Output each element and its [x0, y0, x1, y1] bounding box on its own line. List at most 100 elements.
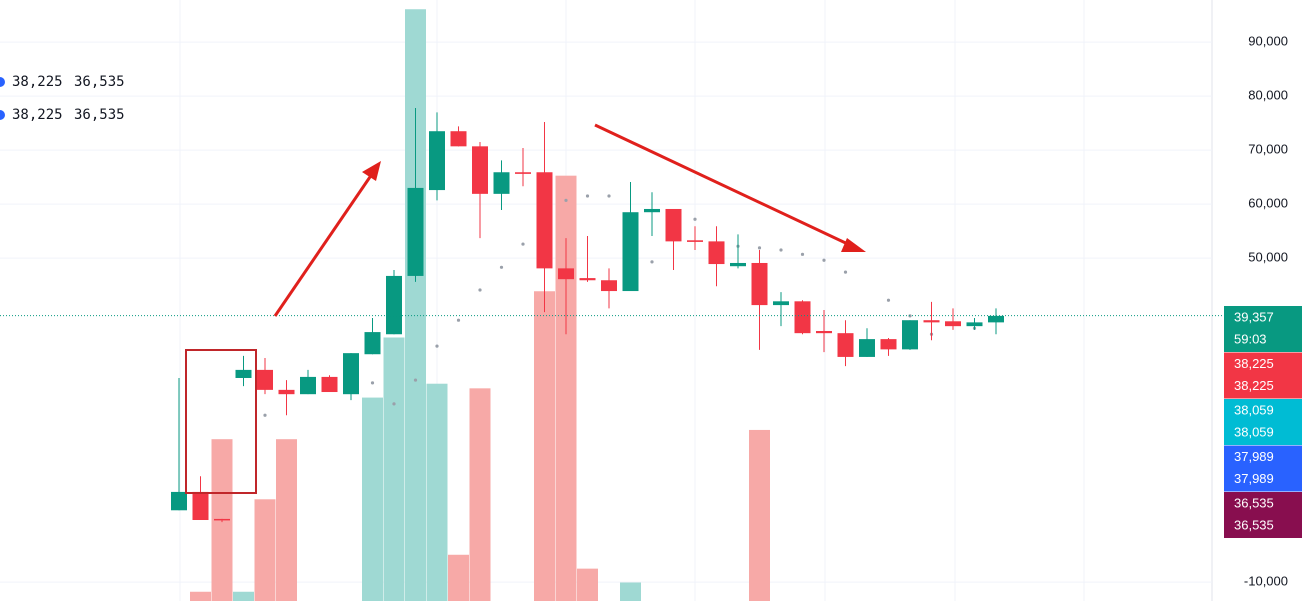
legend-value: 36,535 — [74, 107, 125, 123]
price-tag — [1224, 445, 1302, 492]
price-tag-label: 59:03 — [1234, 331, 1267, 346]
sar-dot — [843, 270, 848, 274]
sar-dot — [607, 194, 611, 198]
candle-body — [665, 208, 682, 242]
price-tag-label: 38,059 — [1234, 424, 1274, 439]
y-tick-label: 80,000 — [1248, 88, 1288, 103]
candle-body — [472, 146, 488, 194]
volume-bar — [362, 397, 383, 601]
sar-dot — [886, 298, 891, 302]
candle-body — [988, 315, 1004, 323]
volume-bar — [426, 383, 448, 601]
candle-body — [902, 320, 918, 350]
legend-value: 36,535 — [74, 74, 125, 90]
price-tag — [1224, 352, 1302, 399]
candle-body — [493, 172, 510, 194]
sar-dot — [478, 288, 482, 292]
sar-dot — [435, 344, 439, 348]
volume-bar — [577, 568, 598, 601]
candle-body — [429, 131, 445, 191]
highlight-box — [185, 349, 257, 494]
volume-bar — [190, 591, 211, 601]
arrow-down — [594, 123, 853, 248]
price-tags: 39,357 59:03 38,225 38,225 38,059 38,059 37,98… — [1224, 306, 1302, 538]
legend-value: 38,225 — [12, 107, 63, 123]
candle-body — [278, 389, 295, 395]
y-tick-label: 90,000 — [1248, 34, 1288, 49]
sar-dot — [564, 198, 568, 202]
legend: 38,225 36,535 38,225 36,535 — [0, 74, 125, 123]
sar-dot — [521, 242, 525, 246]
candle-body — [794, 301, 811, 334]
candle-body — [601, 280, 617, 292]
legend-icon — [0, 110, 5, 120]
sar-dot — [800, 252, 805, 256]
dots-layer — [263, 194, 977, 417]
candle-body — [579, 278, 596, 281]
volume-layer — [190, 9, 770, 601]
candle-body — [386, 275, 402, 335]
price-tag — [1224, 399, 1302, 445]
volume-bar — [233, 591, 254, 601]
sar-dot — [263, 413, 267, 417]
legend-icon — [0, 77, 5, 87]
candle-body — [364, 332, 381, 355]
candle-body — [235, 369, 252, 378]
volume-bar — [555, 175, 577, 601]
sar-dot — [757, 246, 762, 250]
candle-body — [622, 212, 639, 292]
candle-body — [859, 339, 875, 357]
sar-dot — [822, 258, 826, 262]
price-tag — [1224, 306, 1302, 352]
price-tag — [1224, 492, 1302, 538]
volume-bar — [534, 291, 555, 601]
candle-body — [407, 187, 424, 276]
price-tag-label: 37,989 — [1234, 449, 1274, 464]
candle-body — [966, 322, 983, 327]
candle-body — [214, 518, 230, 521]
candle-body — [321, 376, 338, 393]
candle-body — [816, 331, 832, 334]
volume-bar — [620, 582, 641, 601]
sar-dot — [650, 260, 654, 264]
candle-body — [880, 339, 897, 350]
candle-body — [773, 301, 789, 306]
legend-value: 38,225 — [12, 74, 63, 90]
sar-dot — [456, 318, 461, 322]
sar-dot — [585, 194, 590, 198]
arrow-up — [273, 173, 374, 317]
candle-body — [730, 262, 746, 267]
candle-body — [751, 262, 768, 306]
candles-layer — [171, 107, 1004, 523]
arrows — [273, 123, 866, 317]
price-tag-label: 36,535 — [1234, 517, 1274, 532]
candle-body — [945, 321, 961, 327]
volume-bar — [276, 439, 297, 601]
volume-bar — [405, 9, 426, 601]
price-tag-label: 39,357 — [1234, 309, 1274, 324]
y-tick-label: 50,000 — [1248, 250, 1288, 265]
price-tag-label: 37,989 — [1234, 471, 1274, 486]
volume-bar — [254, 499, 276, 601]
candle-body — [192, 491, 209, 521]
price-tag-label: 38,225 — [1234, 356, 1274, 371]
candle-body — [837, 333, 854, 357]
price-tag-label: 36,535 — [1234, 495, 1274, 510]
price-tag-label: 38,225 — [1234, 378, 1274, 393]
arrow-head — [841, 238, 866, 252]
candle-body — [708, 241, 725, 265]
sar-dot — [779, 248, 783, 252]
candle-body — [923, 320, 940, 323]
candle-body — [644, 208, 660, 213]
vertical-grid — [179, 0, 1085, 601]
y-tick-label: 70,000 — [1248, 142, 1288, 157]
candle-body — [343, 353, 359, 395]
volume-bar — [448, 554, 469, 601]
y-tick-label: -10,000 — [1244, 574, 1288, 589]
arrow-head — [362, 161, 381, 181]
price-axis: 90,000 80,000 70,000 60,000 50,000 -10,000 — [1244, 34, 1288, 589]
grid — [0, 41, 1212, 583]
y-tick-label: 60,000 — [1248, 196, 1288, 211]
sar-dot — [370, 381, 375, 385]
